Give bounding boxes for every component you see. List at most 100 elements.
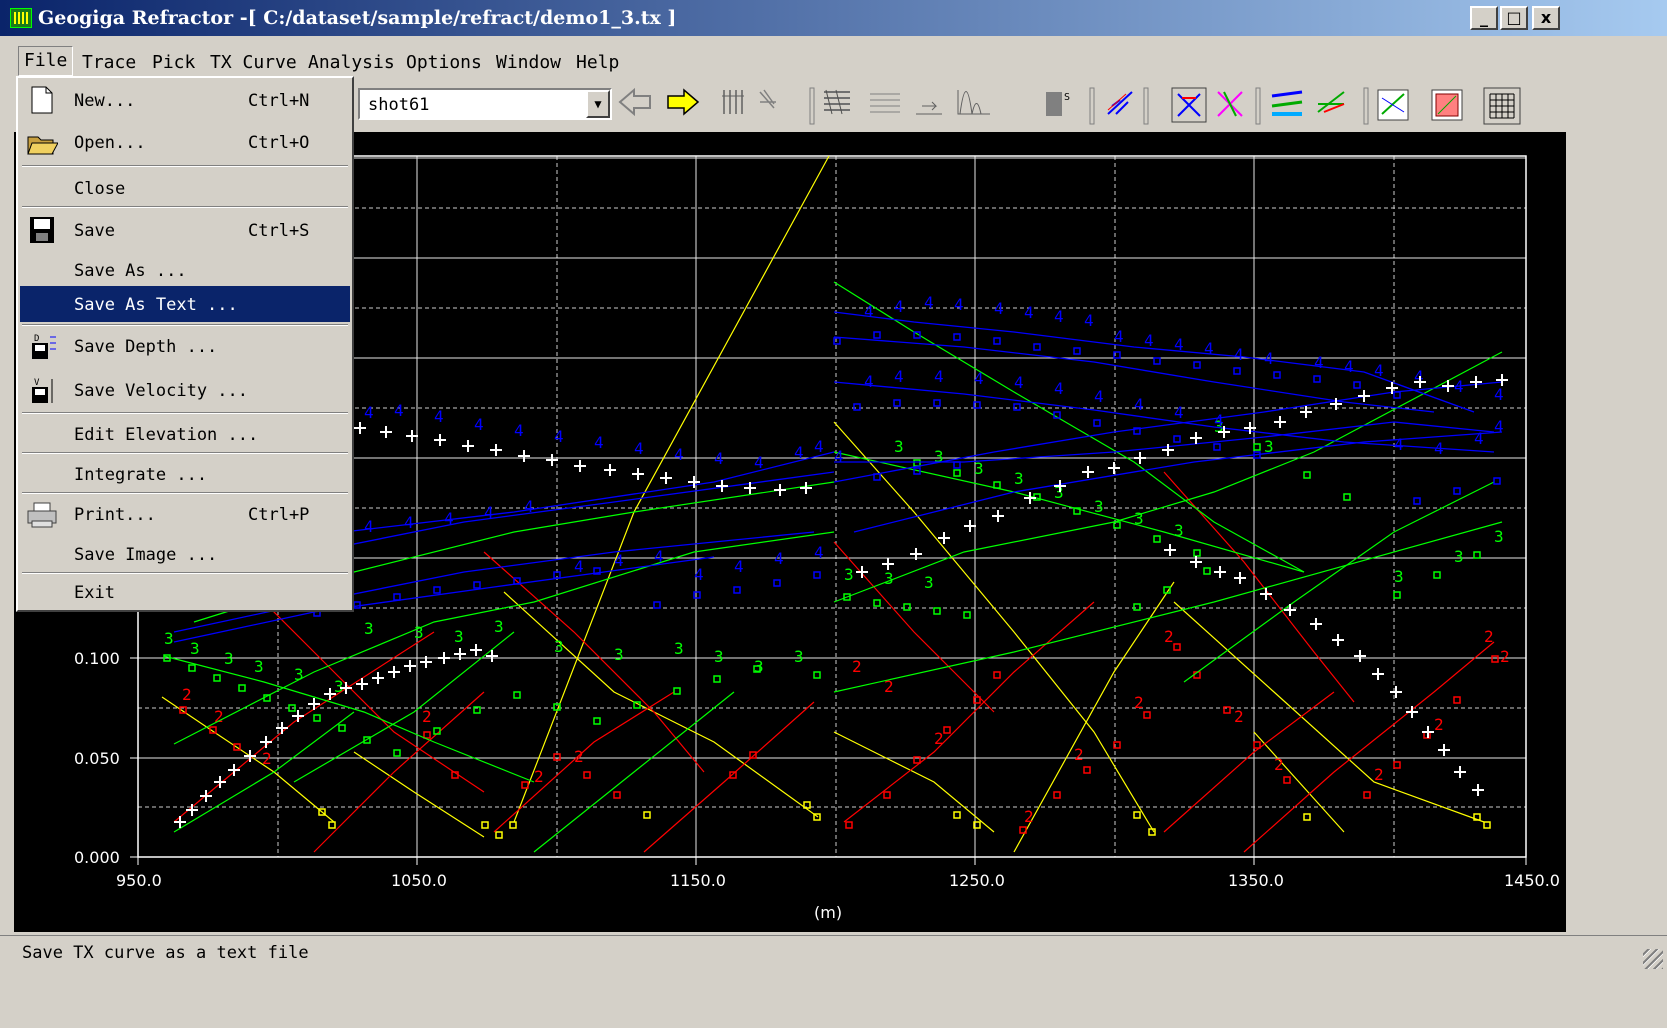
menu-item-save-image[interactable]: Save Image ... [20, 536, 350, 572]
menu-item-print[interactable]: Print... Ctrl+P [20, 496, 350, 532]
layer4-labels: 4444 4444 4444 4444 4444 4444 4444 4444 … [364, 293, 1504, 584]
close-button[interactable]: x [1532, 6, 1560, 30]
svg-text:4: 4 [1474, 429, 1484, 448]
variable-area-icon[interactable] [760, 90, 776, 108]
save-disk-icon [26, 215, 58, 245]
svg-text:4: 4 [1114, 327, 1124, 346]
reciprocal-icon[interactable] [1218, 92, 1242, 116]
status-text: Save TX curve as a text file [22, 943, 309, 963]
svg-text:V: V [34, 378, 40, 388]
menu-item-label: New... [74, 91, 135, 111]
layer-model-icon[interactable] [1272, 92, 1302, 114]
forward-arrow-icon[interactable] [668, 90, 698, 114]
menu-options[interactable]: Options [406, 52, 482, 73]
minimize-button[interactable]: _ [1470, 6, 1498, 30]
menu-item-edit-elevation[interactable]: Edit Elevation ... [20, 416, 350, 452]
svg-text:3: 3 [844, 565, 854, 584]
svg-text:4: 4 [404, 513, 414, 532]
trace-display-icon[interactable] [824, 90, 850, 114]
shot-select[interactable]: shot61 ▼ [358, 88, 612, 120]
shot-select-value: shot61 [368, 95, 429, 115]
svg-text:2: 2 [422, 707, 432, 726]
svg-text:4: 4 [834, 447, 844, 466]
menu-item-new[interactable]: New... Ctrl+N [20, 82, 350, 118]
menu-item-save-velocity[interactable]: V Save Velocity ... [20, 372, 350, 408]
time-shift-icon[interactable] [916, 102, 942, 114]
svg-text:4: 4 [994, 299, 1004, 318]
svg-text:4: 4 [1054, 379, 1064, 398]
svg-text:3: 3 [224, 649, 234, 668]
maximize-button[interactable]: □ [1500, 6, 1528, 30]
resize-grip-icon[interactable] [1643, 949, 1663, 969]
menu-item-label: Save [74, 221, 115, 241]
y-tick-label: 0.000 [74, 848, 120, 867]
svg-text:4: 4 [1134, 395, 1144, 414]
first-break-picks[interactable] [174, 374, 1508, 828]
status-bar: Save TX curve as a text file [0, 935, 1667, 973]
svg-text:4: 4 [1054, 307, 1064, 326]
svg-text:2: 2 [1484, 627, 1494, 646]
grid-toggle-icon[interactable] [1484, 88, 1520, 124]
svg-text:4: 4 [974, 369, 984, 388]
chart-icon[interactable] [1378, 90, 1408, 120]
amplitude-icon[interactable] [870, 94, 900, 112]
menu-item-shortcut: Ctrl+N [248, 91, 309, 111]
svg-text:4: 4 [514, 421, 524, 440]
layer4-curves[interactable] [174, 312, 1502, 642]
menu-item-save-depth[interactable]: D Save Depth ... [20, 328, 350, 364]
svg-text:3: 3 [254, 657, 264, 676]
svg-text:3: 3 [494, 617, 504, 636]
menu-item-label: Exit [74, 583, 115, 603]
wiggle-traces-icon[interactable] [722, 90, 744, 114]
menu-item-open[interactable]: Open... Ctrl+O [20, 124, 350, 160]
menu-item-save-as-text[interactable]: Save As Text ... [20, 286, 350, 322]
menu-item-save-as[interactable]: Save As ... [20, 252, 350, 288]
svg-text:3: 3 [164, 629, 174, 648]
save-velocity-icon: V [26, 375, 58, 405]
svg-text:4: 4 [774, 549, 784, 568]
svg-text:4: 4 [594, 433, 604, 452]
zoom-window-icon[interactable] [1432, 90, 1462, 120]
menu-tx-curve[interactable]: TX Curve [210, 52, 297, 73]
svg-text:4: 4 [864, 302, 874, 321]
back-arrow-icon[interactable] [620, 90, 650, 114]
save-shot-icon[interactable]: S [1046, 92, 1070, 116]
svg-text:3: 3 [754, 657, 764, 676]
menu-item-shortcut: Ctrl+S [248, 221, 309, 241]
svg-text:3: 3 [794, 647, 804, 666]
layer3-curves[interactable] [164, 282, 1502, 852]
velocity-model-icon[interactable] [1318, 92, 1344, 112]
menu-analysis[interactable]: Analysis [308, 52, 395, 73]
menu-file[interactable]: File [18, 46, 73, 76]
tx-curve-icon[interactable] [1108, 92, 1132, 114]
spectrum-icon[interactable] [958, 90, 990, 114]
menu-item-exit[interactable]: Exit [20, 574, 350, 610]
svg-text:4: 4 [954, 295, 964, 314]
menu-trace[interactable]: Trace [82, 52, 136, 73]
svg-text:4: 4 [364, 403, 374, 422]
x-tick-label: 1450.0 [1504, 871, 1560, 890]
svg-text:4: 4 [1394, 435, 1404, 454]
x-tick-label: 1050.0 [391, 871, 447, 890]
svg-text:4: 4 [694, 565, 704, 584]
svg-text:4: 4 [1264, 349, 1274, 368]
menu-item-integrate[interactable]: Integrate ... [20, 456, 350, 492]
x-tick-label: 1350.0 [1228, 871, 1284, 890]
layer1-curves[interactable] [162, 156, 1484, 852]
svg-text:2: 2 [1274, 755, 1284, 774]
menu-item-close[interactable]: Close [20, 170, 350, 206]
svg-text:3: 3 [364, 619, 374, 638]
menu-help[interactable]: Help [576, 52, 619, 73]
menu-pick[interactable]: Pick [152, 52, 195, 73]
svg-text:4: 4 [1144, 331, 1154, 350]
menu-window[interactable]: Window [496, 52, 561, 73]
svg-text:4: 4 [1344, 357, 1354, 376]
svg-text:4: 4 [1374, 361, 1384, 380]
menu-item-save[interactable]: Save Ctrl+S [20, 212, 350, 248]
pick-tool-icon[interactable] [1172, 88, 1206, 122]
svg-text:4: 4 [864, 372, 874, 391]
svg-text:2: 2 [934, 729, 944, 748]
svg-text:4: 4 [1234, 345, 1244, 364]
svg-text:2: 2 [534, 767, 544, 786]
chevron-down-icon[interactable]: ▼ [586, 90, 610, 118]
